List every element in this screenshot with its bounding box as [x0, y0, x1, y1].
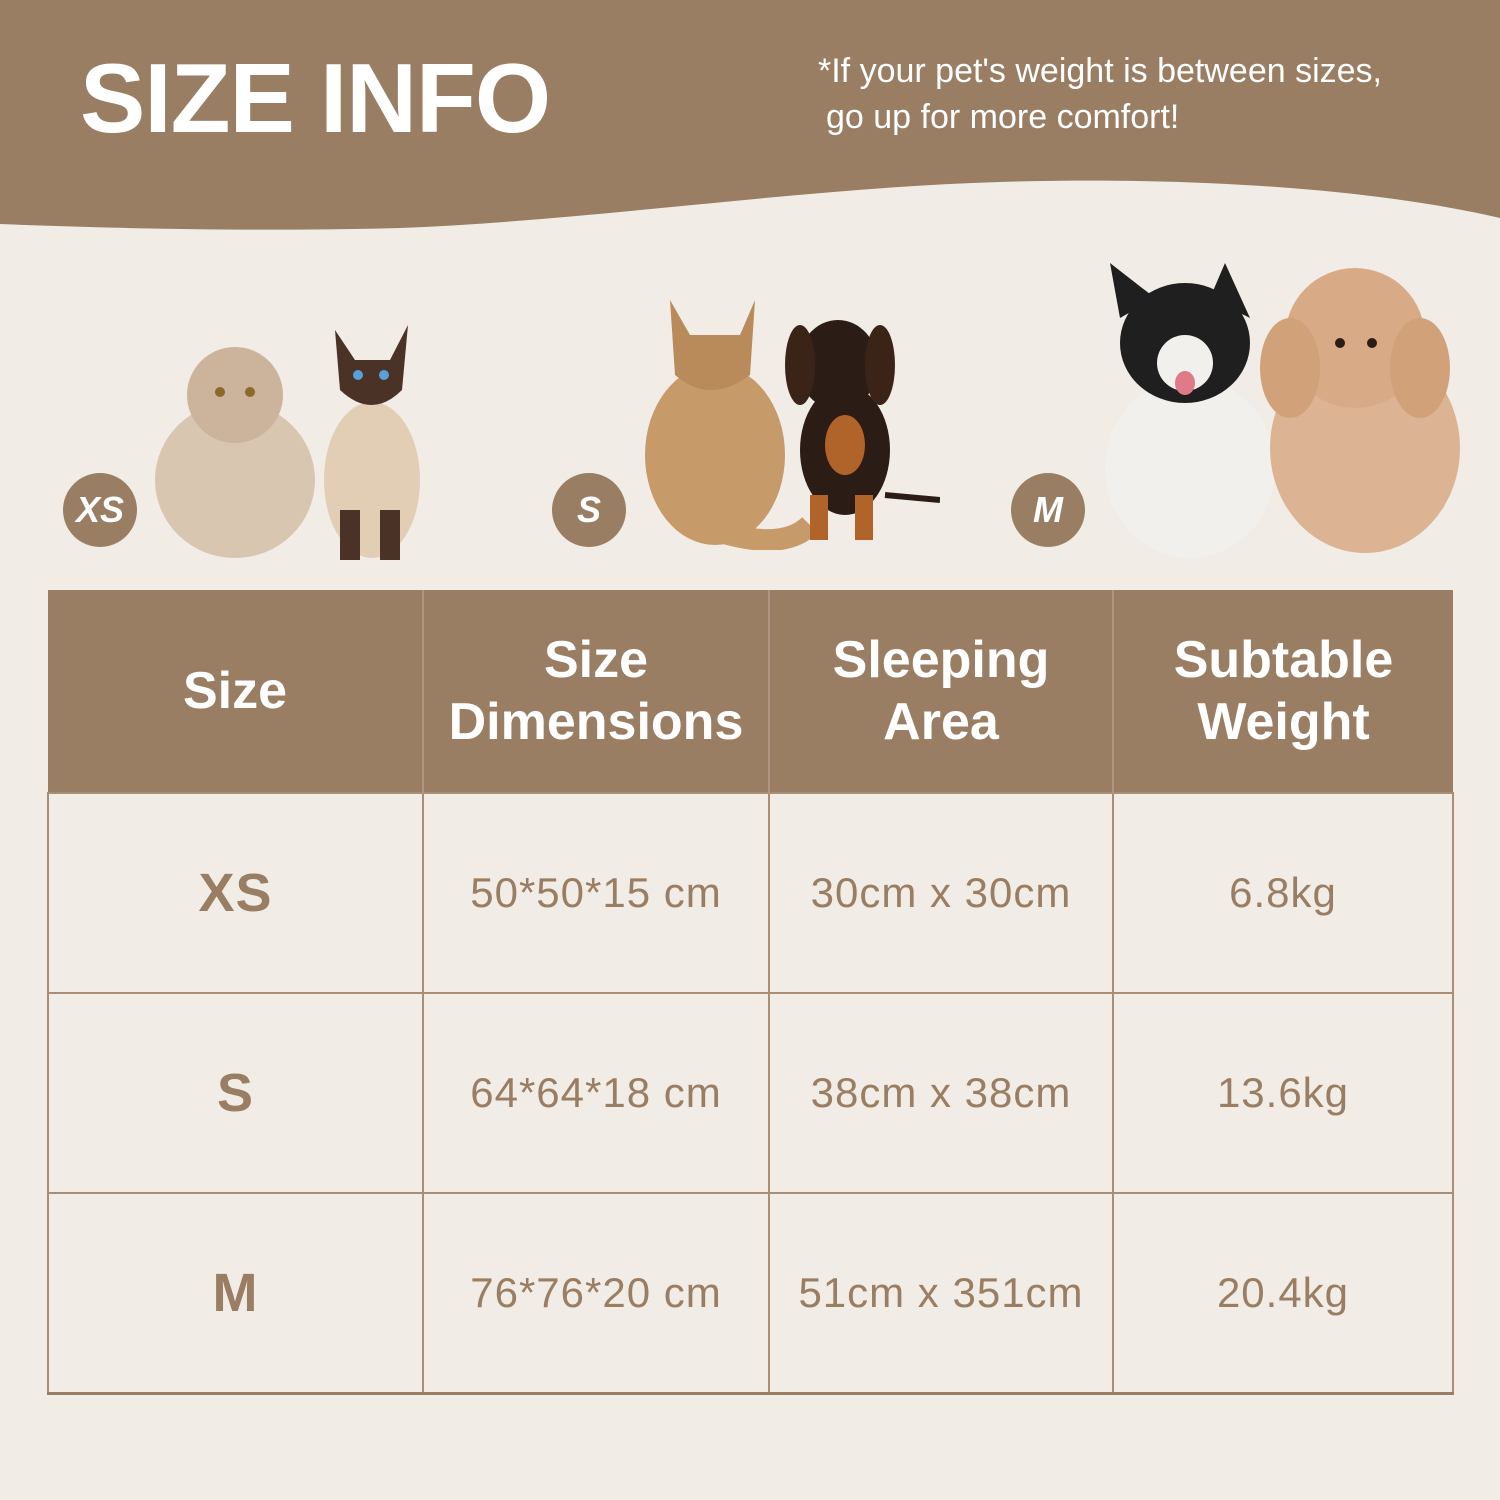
header-dimensions-line2: Dimensions: [448, 693, 744, 751]
cell-weight: 13.6kg: [1112, 992, 1454, 1194]
header-banner: [0, 0, 1500, 230]
size-note: *If your pet's weight is between sizes, …: [818, 48, 1382, 140]
cell-dimensions: 64*64*18 cm: [422, 992, 770, 1194]
header-sleeping-area: Sleeping Area: [769, 590, 1114, 793]
header-weight-line1: Subtable: [1173, 631, 1394, 689]
table-header-row: Size Size Dimensions Sleeping Area Subtabl…: [48, 590, 1453, 793]
cell-dimensions: 50*50*15 cm: [422, 792, 770, 994]
table-row: XS 50*50*15 cm 30cm x 30cm 6.8kg: [47, 792, 1454, 994]
cell-size: S: [47, 992, 424, 1194]
page-title: SIZE INFO: [80, 43, 551, 153]
size-badge-xs: XS: [63, 473, 137, 547]
cell-size: XS: [47, 792, 424, 994]
size-note-line1: *If your pet's weight is between sizes,: [818, 52, 1382, 90]
header-weight-line2: Weight: [1197, 693, 1370, 751]
cell-sleeping-area: 30cm x 30cm: [768, 792, 1114, 994]
cell-sleeping-area: 38cm x 38cm: [768, 992, 1114, 1194]
cell-weight: 6.8kg: [1112, 792, 1454, 994]
m-pets-image: [1105, 263, 1460, 558]
header-dimensions: Size Dimensions: [423, 590, 770, 793]
header-dimensions-line1: Size: [543, 631, 649, 689]
size-table: Size Size Dimensions Sleeping Area Subtabl…: [47, 590, 1454, 1395]
header-size-label: Size: [182, 662, 288, 720]
size-badge-s: S: [552, 473, 626, 547]
cell-sleeping-area: 51cm x 351cm: [768, 1192, 1114, 1395]
header-sleeping-line2: Area: [883, 693, 999, 751]
header-weight: Subtable Weight: [1113, 590, 1453, 793]
cell-size: M: [47, 1192, 424, 1395]
cell-dimensions: 76*76*20 cm: [422, 1192, 770, 1395]
header-sleeping-line1: Sleeping: [832, 631, 1050, 689]
s-pets-image: [645, 300, 940, 550]
table-row: S 64*64*18 cm 38cm x 38cm 13.6kg: [47, 992, 1454, 1194]
header-size: Size: [48, 590, 424, 793]
xs-pets-image: [155, 325, 420, 560]
table-row: M 76*76*20 cm 51cm x 351cm 20.4kg: [47, 1192, 1454, 1395]
size-note-line2: go up for more comfort!: [826, 98, 1180, 136]
size-badge-m: M: [1011, 473, 1085, 547]
cell-weight: 20.4kg: [1112, 1192, 1454, 1395]
